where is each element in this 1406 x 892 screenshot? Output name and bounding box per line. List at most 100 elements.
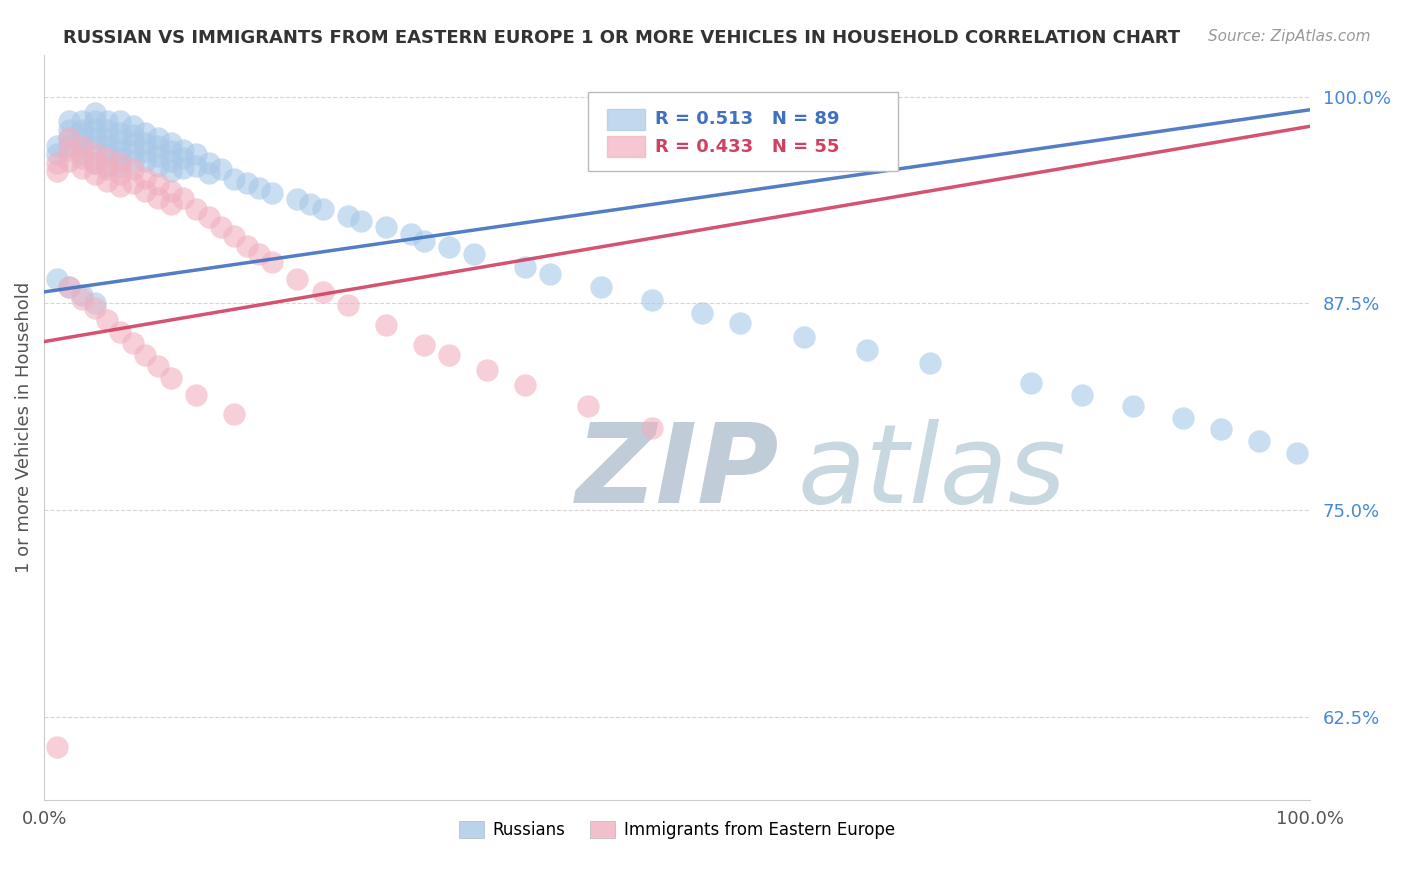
Point bbox=[538, 267, 561, 281]
Point bbox=[58, 139, 80, 153]
Point bbox=[58, 143, 80, 157]
Point bbox=[121, 154, 143, 169]
FancyBboxPatch shape bbox=[588, 93, 898, 170]
Point bbox=[247, 180, 270, 194]
Point bbox=[159, 154, 181, 169]
Point bbox=[121, 176, 143, 190]
Point bbox=[70, 288, 93, 302]
Point bbox=[58, 122, 80, 136]
Point bbox=[146, 149, 169, 163]
Point bbox=[45, 139, 67, 153]
Point bbox=[134, 154, 156, 169]
Point bbox=[70, 139, 93, 153]
Point bbox=[96, 131, 118, 145]
Point bbox=[83, 106, 105, 120]
Point bbox=[134, 348, 156, 362]
Point bbox=[134, 184, 156, 198]
Point bbox=[96, 162, 118, 177]
Point bbox=[728, 317, 751, 331]
Point bbox=[1249, 434, 1271, 448]
Point bbox=[146, 139, 169, 153]
Point bbox=[70, 126, 93, 140]
Point bbox=[412, 338, 434, 352]
Point bbox=[159, 197, 181, 211]
Text: ZIP: ZIP bbox=[575, 419, 779, 526]
Point bbox=[463, 247, 485, 261]
Point bbox=[108, 159, 131, 173]
Point bbox=[235, 238, 257, 252]
Point bbox=[311, 202, 333, 216]
Point bbox=[146, 190, 169, 204]
Point bbox=[184, 147, 207, 161]
Point bbox=[197, 211, 219, 225]
Point bbox=[260, 186, 283, 200]
Point bbox=[83, 155, 105, 169]
Point bbox=[58, 154, 80, 169]
Point bbox=[83, 301, 105, 316]
Point bbox=[70, 292, 93, 306]
Point bbox=[70, 131, 93, 145]
Point bbox=[1122, 399, 1144, 413]
Point bbox=[792, 329, 814, 343]
Point bbox=[108, 143, 131, 157]
Point bbox=[1071, 387, 1094, 401]
Point bbox=[121, 162, 143, 177]
Point bbox=[83, 296, 105, 310]
Point bbox=[45, 155, 67, 169]
Point bbox=[108, 114, 131, 128]
Point bbox=[856, 343, 879, 357]
Point bbox=[222, 408, 245, 422]
Point bbox=[184, 159, 207, 173]
Point bbox=[640, 420, 662, 434]
Point bbox=[285, 192, 308, 206]
Point bbox=[70, 147, 93, 161]
Point bbox=[159, 371, 181, 385]
Point bbox=[146, 131, 169, 145]
Point bbox=[96, 151, 118, 165]
Point bbox=[159, 144, 181, 158]
Point bbox=[146, 359, 169, 374]
Point bbox=[45, 740, 67, 755]
Point bbox=[172, 151, 194, 165]
Point bbox=[83, 167, 105, 181]
Point bbox=[513, 260, 536, 274]
Point bbox=[159, 164, 181, 178]
Point bbox=[209, 162, 232, 177]
Text: RUSSIAN VS IMMIGRANTS FROM EASTERN EUROPE 1 OR MORE VEHICLES IN HOUSEHOLD CORREL: RUSSIAN VS IMMIGRANTS FROM EASTERN EUROP… bbox=[63, 29, 1181, 46]
Point bbox=[920, 356, 942, 370]
Point bbox=[311, 285, 333, 299]
Point bbox=[121, 136, 143, 150]
Point bbox=[58, 131, 80, 145]
Point bbox=[96, 313, 118, 327]
Point bbox=[1211, 422, 1233, 436]
Point bbox=[58, 280, 80, 294]
Point bbox=[172, 143, 194, 157]
Point bbox=[336, 209, 359, 223]
Point bbox=[134, 126, 156, 140]
Point bbox=[70, 161, 93, 175]
Point bbox=[172, 190, 194, 204]
Point bbox=[235, 176, 257, 190]
Point bbox=[159, 136, 181, 150]
Y-axis label: 1 or more Vehicles in Household: 1 or more Vehicles in Household bbox=[15, 282, 32, 574]
Point bbox=[108, 325, 131, 339]
Point bbox=[121, 144, 143, 158]
Point bbox=[121, 128, 143, 142]
Point bbox=[108, 126, 131, 140]
Point bbox=[83, 122, 105, 136]
Text: atlas: atlas bbox=[797, 419, 1066, 526]
Point bbox=[576, 399, 599, 413]
Point bbox=[336, 298, 359, 312]
Point bbox=[146, 178, 169, 192]
Point bbox=[172, 161, 194, 175]
Point bbox=[222, 228, 245, 243]
Point bbox=[96, 114, 118, 128]
Text: R = 0.433   N = 55: R = 0.433 N = 55 bbox=[655, 137, 839, 156]
Point bbox=[83, 139, 105, 153]
Point bbox=[222, 172, 245, 186]
Point bbox=[209, 220, 232, 235]
Point bbox=[45, 164, 67, 178]
Point bbox=[45, 147, 67, 161]
Point bbox=[437, 348, 460, 362]
Point bbox=[108, 167, 131, 181]
